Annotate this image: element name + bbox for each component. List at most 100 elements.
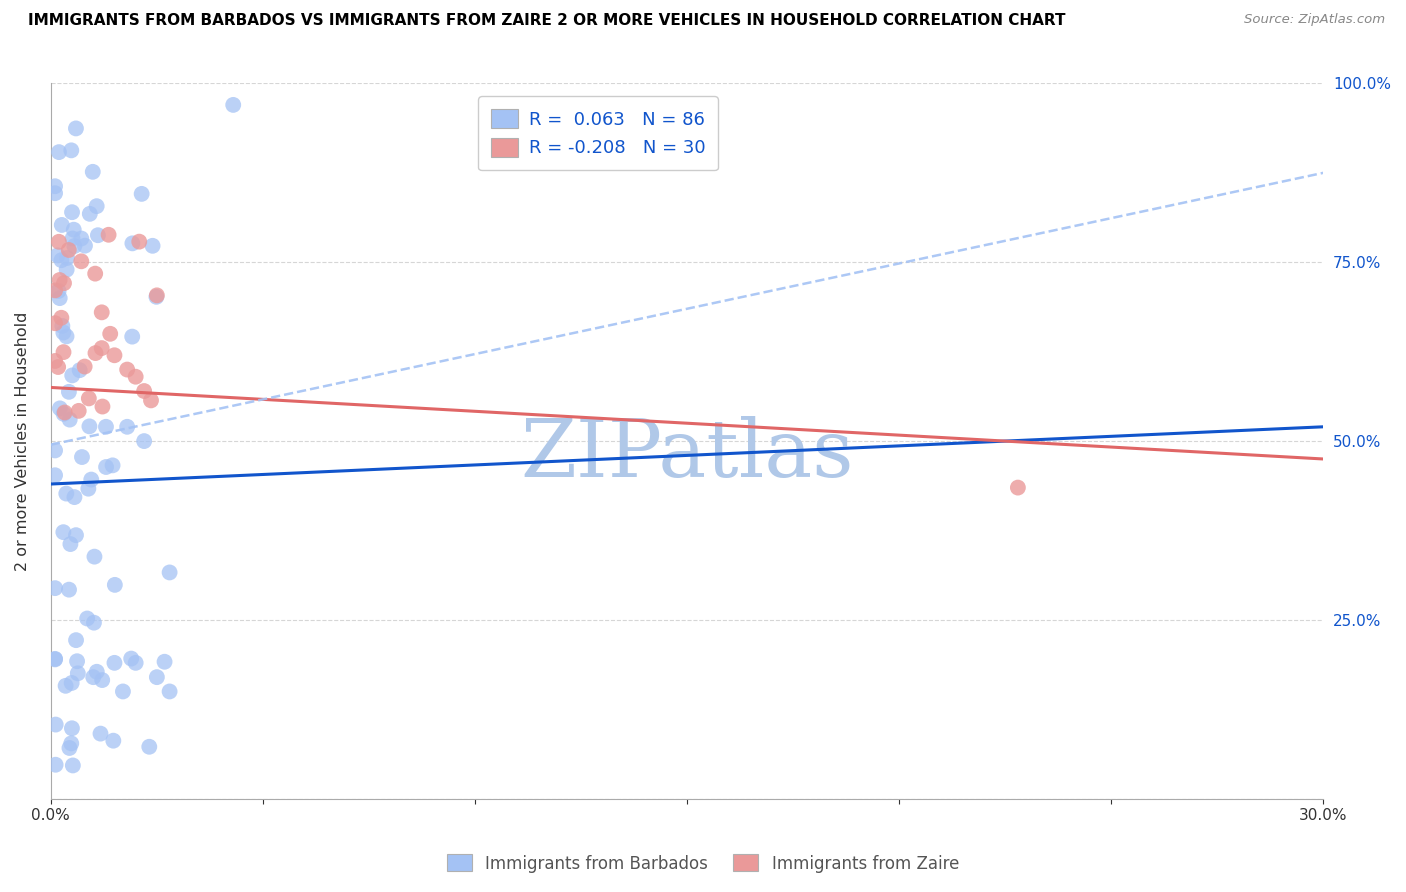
Point [159,566,181,580]
Point [91,400,114,414]
Point [53,276,76,290]
Point [60,676,83,690]
Point [45,717,67,731]
Text: IMMIGRANTS FROM BARBADOS VS IMMIGRANTS FROM ZAIRE 2 OR MORE VEHICLES IN HOUSEHOL: IMMIGRANTS FROM BARBADOS VS IMMIGRANTS F… [28,13,1066,29]
Point [51,253,73,268]
Point [83,549,105,564]
Point [53,405,76,419]
Point [63,490,86,504]
Point [56,251,79,265]
Point [51,318,73,333]
Point [44,179,66,194]
Point [65,121,87,136]
Point [59,537,82,551]
Point [120,651,142,665]
Legend: Immigrants from Barbados, Immigrants from Zaire: Immigrants from Barbados, Immigrants fro… [440,847,966,880]
Text: ZIPatlas: ZIPatlas [520,417,853,494]
Point [60,721,83,735]
Point [58,582,80,597]
Point [90,341,112,355]
Point [48,145,70,160]
Point [44,186,66,201]
Point [44,652,66,666]
Point [70,231,93,245]
Point [46,248,69,262]
Point [89,726,111,740]
Point [124,369,146,384]
Point [98,326,121,341]
Point [77,392,100,406]
Point [73,238,96,252]
Point [49,401,72,416]
Point [66,666,89,681]
Point [67,404,90,418]
Point [69,363,91,377]
Point [73,359,96,374]
Point [103,656,125,670]
Point [104,578,127,592]
Point [153,655,176,669]
Point [48,284,70,298]
Point [159,684,181,698]
Point [60,736,83,750]
Point [222,98,245,112]
Point [146,288,169,302]
Point [60,368,83,383]
Point [86,665,108,679]
Point [146,670,169,684]
Point [1007,481,1029,495]
Point [55,679,77,693]
Y-axis label: 2 or more Vehicles in Household: 2 or more Vehicles in Household [15,311,30,571]
Point [48,235,70,249]
Point [58,243,80,257]
Point [103,733,125,747]
Point [65,528,87,542]
Point [60,205,83,219]
Point [51,218,73,232]
Point [94,460,117,475]
Point [121,236,143,251]
Point [139,393,162,408]
Point [52,407,75,421]
Point [138,739,160,754]
Point [58,384,80,399]
Point [70,450,93,464]
Point [55,486,77,500]
Point [60,144,83,158]
Point [82,165,104,179]
Point [52,345,75,359]
Point [134,434,156,449]
Point [80,473,103,487]
Point [142,239,165,253]
Point [121,329,143,343]
Point [111,684,134,698]
Point [59,412,82,426]
Legend: R =  0.063   N = 86, R = -0.208   N = 30: R = 0.063 N = 86, R = -0.208 N = 30 [478,96,718,170]
Point [65,633,87,648]
Point [134,384,156,398]
Point [48,273,70,287]
Point [145,290,167,304]
Point [103,348,125,362]
Point [44,652,66,666]
Point [55,262,77,277]
Point [124,656,146,670]
Point [79,419,101,434]
Point [70,254,93,268]
Point [58,741,80,756]
Point [84,346,107,360]
Point [131,186,153,201]
Point [44,581,66,595]
Point [44,468,66,483]
Point [63,239,86,253]
Point [55,329,77,343]
Point [97,227,120,242]
Point [62,758,84,772]
Point [94,419,117,434]
Point [90,305,112,319]
Point [87,228,110,243]
Point [101,458,124,473]
Point [62,231,84,245]
Text: Source: ZipAtlas.com: Source: ZipAtlas.com [1244,13,1385,27]
Point [79,207,101,221]
